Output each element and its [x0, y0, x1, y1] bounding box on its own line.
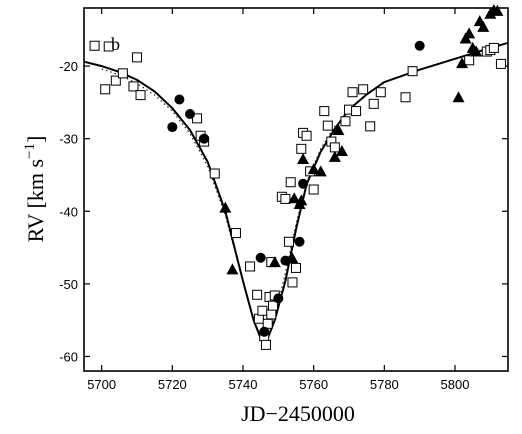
filled-triangle-point: [226, 263, 239, 275]
open-square-point: [283, 236, 294, 247]
filled-triangle-point: [297, 153, 310, 165]
open-square-point: [375, 87, 386, 98]
y-tick-label: -30: [59, 132, 78, 147]
filled-circle-point: [199, 133, 210, 144]
filled-triangle-point: [332, 123, 345, 135]
open-square-point: [252, 289, 263, 300]
filled-triangle-point: [288, 192, 301, 204]
filled-circle-point: [294, 236, 305, 247]
y-tick-label: -60: [59, 349, 78, 364]
open-square-point: [365, 121, 376, 132]
filled-triangle-point: [328, 150, 341, 162]
filled-triangle-point: [314, 165, 327, 177]
filled-triangle-point: [463, 27, 476, 39]
open-square-point: [407, 66, 418, 77]
filled-triangle-point: [307, 163, 320, 175]
filled-triangle-point: [219, 201, 232, 213]
filled-circle-point: [273, 293, 284, 304]
filled-triangle-point: [286, 252, 299, 264]
open-square-point: [268, 300, 279, 311]
axis-ticks: 5700 5720 5740 5760 5780 5800 -60 -50 -40 -30 -20: [59, 8, 508, 392]
open-square-point: [368, 98, 379, 109]
filled-triangle-point: [452, 91, 465, 103]
open-square-point: [464, 55, 475, 66]
open-square-point: [285, 177, 296, 188]
filled-circle-point: [185, 108, 195, 119]
open-square-point: [266, 309, 277, 320]
open-square-point: [128, 81, 139, 92]
filled-triangle-point: [470, 45, 483, 57]
open-square-point: [351, 106, 362, 117]
y-axis-title-sup: −1: [22, 143, 38, 159]
open-square-point: [358, 84, 369, 95]
y-axis-title-main: RV [km s: [23, 159, 48, 242]
x-tick-label: 5740: [229, 377, 258, 392]
panel-label: b: [111, 34, 120, 54]
open-square-point: [192, 113, 203, 124]
y-tick-label: -50: [59, 277, 78, 292]
open-square-point: [296, 143, 307, 154]
fit-curves: [83, 41, 509, 344]
solid-fit-curve: [83, 41, 509, 344]
open-square-point: [308, 184, 319, 195]
filled-triangle-point: [456, 57, 469, 69]
filled-triangle-point: [335, 145, 348, 157]
y-axis-title: RV [km s−1]: [22, 136, 48, 243]
open-square-point: [100, 84, 111, 95]
open-square-point: [340, 116, 351, 127]
open-square-point: [488, 42, 499, 53]
y-tick-label: -40: [59, 204, 78, 219]
x-tick-label: 5720: [158, 377, 187, 392]
filled-triangle-point: [295, 194, 308, 206]
open-square-point: [322, 120, 333, 131]
open-square-point: [347, 87, 358, 98]
open-square-point: [287, 277, 298, 288]
filled-circle-point: [259, 326, 270, 337]
filled-triangle-point: [268, 256, 281, 268]
open-square-point: [400, 92, 411, 103]
plot-frame: [83, 7, 509, 372]
filled-circle-point: [255, 252, 266, 263]
open-square-point: [301, 130, 312, 141]
open-square-point: [132, 52, 142, 63]
open-square-point: [135, 90, 146, 101]
open-square-point: [495, 58, 506, 69]
open-square-point: [319, 106, 330, 117]
open-square-point: [209, 168, 220, 179]
data-points: [89, 4, 506, 350]
open-square-point: [89, 40, 100, 51]
filled-circle-point: [298, 178, 309, 189]
filled-circle-point: [174, 94, 185, 105]
open-square-point: [280, 193, 291, 204]
x-tick-label: 5780: [370, 377, 399, 392]
open-square-point: [110, 75, 121, 86]
open-square-point: [329, 142, 340, 153]
open-square-point: [245, 261, 256, 272]
x-axis-title: JD−2450000: [241, 401, 355, 426]
open-square-point: [103, 41, 114, 52]
x-tick-label: 5760: [299, 377, 328, 392]
x-tick-label: 5800: [441, 377, 470, 392]
filled-circle-point: [414, 40, 425, 51]
y-axis-title-close: ]: [23, 136, 48, 143]
open-square-point: [257, 305, 268, 316]
y-tick-label: -20: [59, 59, 78, 74]
open-square-point: [117, 68, 128, 79]
filled-triangle-point: [477, 20, 490, 32]
open-square-point: [230, 228, 241, 239]
filled-circle-point: [167, 122, 178, 133]
filled-triangle-point: [491, 4, 504, 16]
open-square-point: [291, 262, 301, 273]
x-tick-label: 5700: [87, 377, 116, 392]
open-square-point: [260, 339, 271, 350]
